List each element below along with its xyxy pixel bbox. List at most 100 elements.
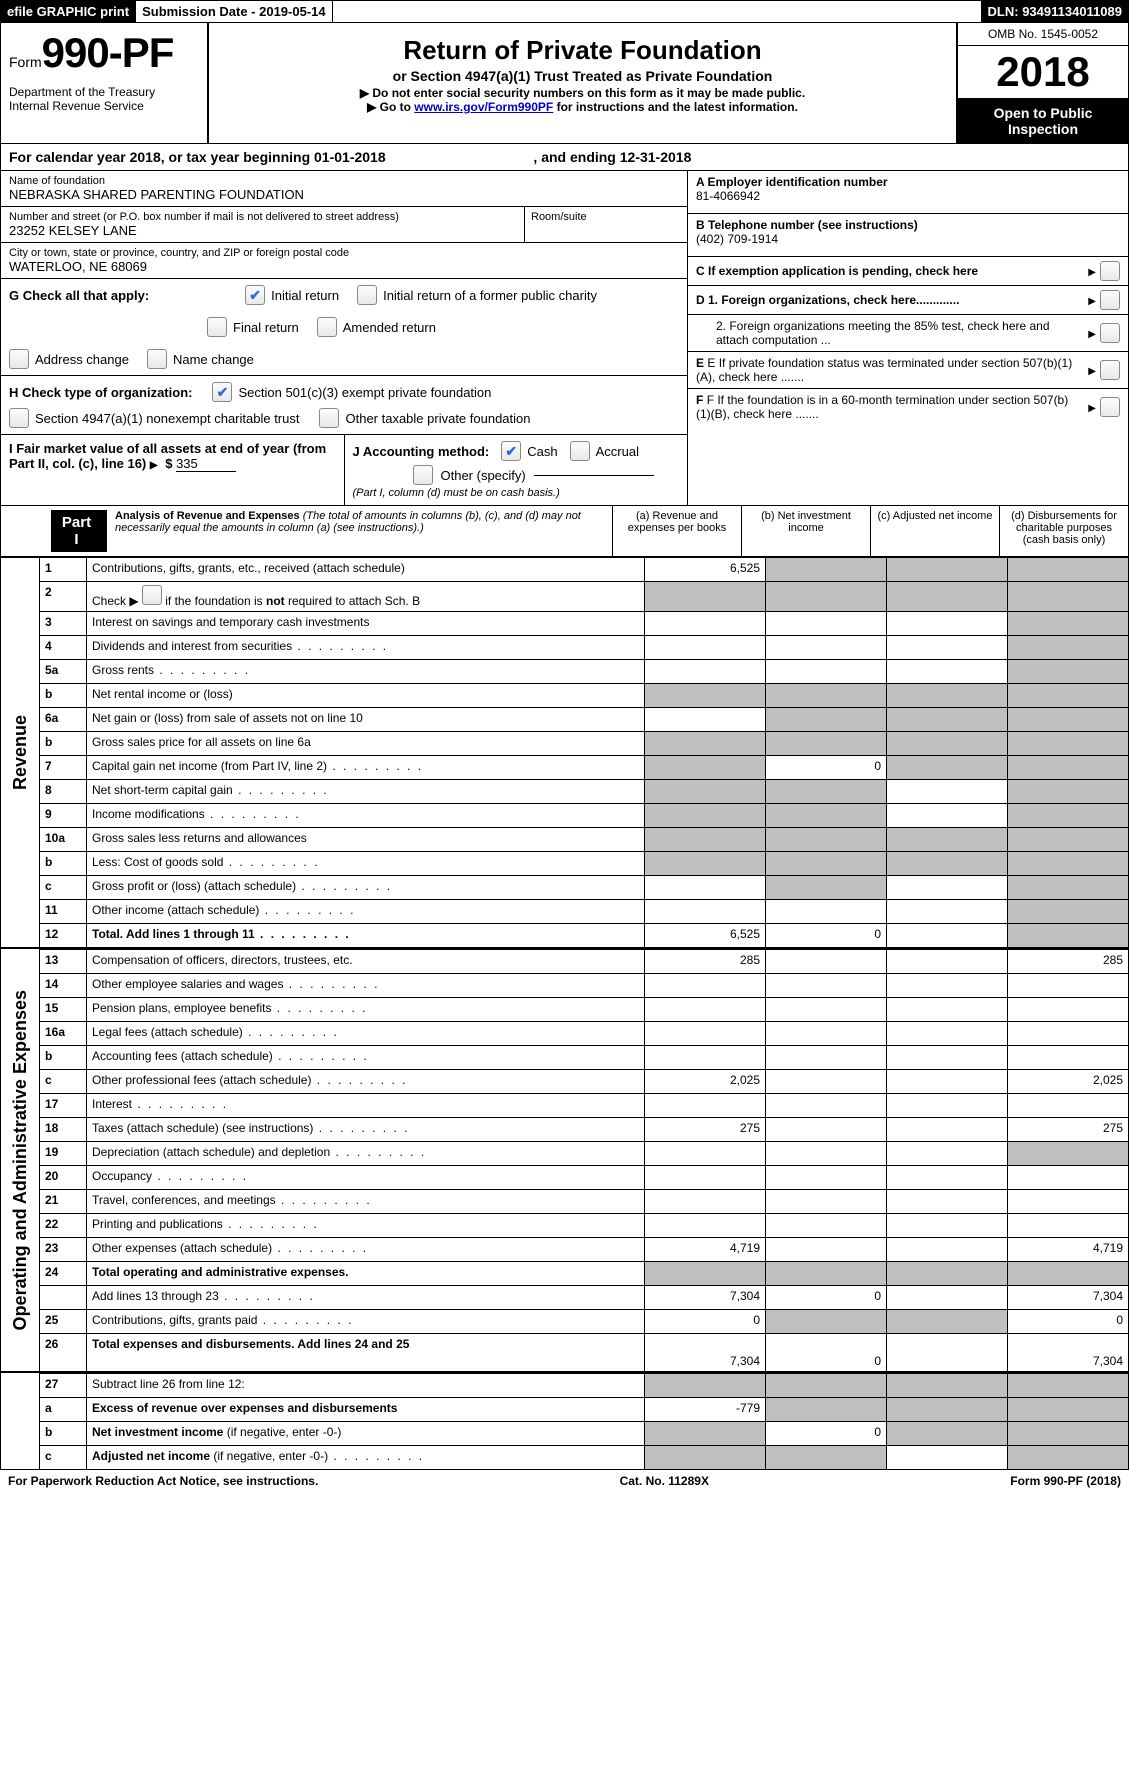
checkbox-501c3[interactable]: ✔ bbox=[212, 382, 232, 402]
goto-line: ▶ Go to www.irs.gov/Form990PF for instru… bbox=[217, 100, 948, 114]
expenses-label: Operating and Administrative Expenses bbox=[10, 990, 31, 1330]
cell-d bbox=[1008, 581, 1128, 611]
checkbox-4947a1[interactable] bbox=[9, 408, 29, 428]
city-box: City or town, state or province, country… bbox=[1, 243, 687, 279]
row-20: 20Occupancy bbox=[40, 1165, 1128, 1189]
cell-b bbox=[766, 683, 887, 707]
cell-c bbox=[887, 1069, 1008, 1093]
cell-c bbox=[887, 1285, 1008, 1309]
cell-c bbox=[887, 731, 1008, 755]
cell-a bbox=[645, 755, 766, 779]
cell-d: 7,304 bbox=[1008, 1333, 1128, 1371]
checkbox-initial-return[interactable]: ✔ bbox=[245, 285, 265, 305]
row-num: 26 bbox=[40, 1333, 87, 1371]
row-num: 14 bbox=[40, 973, 87, 997]
other-specify-field[interactable] bbox=[534, 475, 654, 476]
row-num: 16a bbox=[40, 1021, 87, 1045]
checkbox-other-method[interactable] bbox=[413, 465, 433, 485]
checkbox-amended-return[interactable] bbox=[317, 317, 337, 337]
checkbox-accrual[interactable] bbox=[570, 441, 590, 461]
row-desc: Income modifications bbox=[87, 803, 645, 827]
row-desc: Total operating and administrative expen… bbox=[87, 1261, 645, 1285]
row-24b: Add lines 13 through 237,30407,304 bbox=[40, 1285, 1128, 1309]
ein-label: A Employer identification number bbox=[696, 175, 1120, 189]
checkbox-cash[interactable]: ✔ bbox=[501, 441, 521, 461]
checkbox-85pct-test[interactable] bbox=[1100, 323, 1120, 343]
col-a-header: (a) Revenue and expenses per books bbox=[612, 506, 741, 556]
cell-d bbox=[1008, 635, 1128, 659]
g-opt-5: Name change bbox=[173, 352, 254, 367]
d1-row: D 1. Foreign organizations, check here..… bbox=[688, 286, 1128, 315]
row-num: 27 bbox=[40, 1373, 87, 1397]
row-desc: Legal fees (attach schedule) bbox=[87, 1021, 645, 1045]
cell-d bbox=[1008, 1445, 1128, 1469]
dln-label: DLN: bbox=[988, 4, 1023, 19]
row-num: 17 bbox=[40, 1093, 87, 1117]
arrow-icon bbox=[1088, 264, 1100, 278]
cell-a bbox=[645, 779, 766, 803]
checkbox-other-taxable[interactable] bbox=[319, 408, 339, 428]
goto-pre: ▶ Go to bbox=[367, 100, 414, 114]
row-23: 23Other expenses (attach schedule)4,7194… bbox=[40, 1237, 1128, 1261]
row-desc: Gross sales price for all assets on line… bbox=[87, 731, 645, 755]
cell-b bbox=[766, 1141, 887, 1165]
arrow-icon bbox=[1088, 293, 1100, 307]
cell-d bbox=[1008, 1421, 1128, 1445]
row-desc: Capital gain net income (from Part IV, l… bbox=[87, 755, 645, 779]
g-opt-0: Initial return bbox=[271, 288, 339, 303]
cell-a bbox=[645, 1045, 766, 1069]
row-4: 4Dividends and interest from securities bbox=[40, 635, 1128, 659]
checkbox-initial-return-former[interactable] bbox=[357, 285, 377, 305]
row-num: c bbox=[40, 1445, 87, 1469]
row-1: 1Contributions, gifts, grants, etc., rec… bbox=[40, 557, 1128, 581]
cell-a bbox=[645, 827, 766, 851]
checkbox-foreign-org[interactable] bbox=[1100, 290, 1120, 310]
header-center: Return of Private Foundation or Section … bbox=[209, 23, 956, 143]
cell-c bbox=[887, 949, 1008, 973]
cell-d bbox=[1008, 683, 1128, 707]
cell-b bbox=[766, 1189, 887, 1213]
g-opt-2: Final return bbox=[233, 320, 299, 335]
checkbox-name-change[interactable] bbox=[147, 349, 167, 369]
checkbox-address-change[interactable] bbox=[9, 349, 29, 369]
name-label: Name of foundation bbox=[9, 175, 679, 187]
cell-a: 7,304 bbox=[645, 1285, 766, 1309]
goto-link[interactable]: www.irs.gov/Form990PF bbox=[414, 100, 553, 114]
cell-a bbox=[645, 581, 766, 611]
row-num: 12 bbox=[40, 923, 87, 947]
cell-c bbox=[887, 1213, 1008, 1237]
h-label: H Check type of organization: bbox=[9, 385, 192, 400]
cell-d bbox=[1008, 1165, 1128, 1189]
cell-b bbox=[766, 635, 887, 659]
cell-d bbox=[1008, 779, 1128, 803]
cell-a bbox=[645, 1261, 766, 1285]
tax-year: 2018 bbox=[958, 46, 1128, 99]
form-title: Return of Private Foundation bbox=[217, 35, 948, 66]
cell-d bbox=[1008, 851, 1128, 875]
checkbox-60month[interactable] bbox=[1100, 397, 1120, 417]
phone-label: B Telephone number (see instructions) bbox=[696, 218, 1120, 232]
cell-b bbox=[766, 1021, 887, 1045]
dollar-sign: $ bbox=[165, 456, 172, 471]
row-13: 13Compensation of officers, directors, t… bbox=[40, 949, 1128, 973]
caly-begin: For calendar year 2018, or tax year begi… bbox=[9, 149, 386, 165]
row-num: b bbox=[40, 731, 87, 755]
cell-a bbox=[645, 611, 766, 635]
row-num: c bbox=[40, 1069, 87, 1093]
cell-d bbox=[1008, 1261, 1128, 1285]
row-10a: 10aGross sales less returns and allowanc… bbox=[40, 827, 1128, 851]
row-desc: Net rental income or (loss) bbox=[87, 683, 645, 707]
j-label: J Accounting method: bbox=[353, 444, 490, 459]
cell-c bbox=[887, 827, 1008, 851]
h-opt-2: Other taxable private foundation bbox=[345, 411, 530, 426]
cell-a bbox=[645, 1141, 766, 1165]
form-number: 990-PF bbox=[42, 29, 174, 76]
checkbox-exemption-pending[interactable] bbox=[1100, 261, 1120, 281]
checkbox-no-schb[interactable] bbox=[142, 585, 162, 605]
checkbox-status-terminated[interactable] bbox=[1100, 360, 1120, 380]
checkbox-final-return[interactable] bbox=[207, 317, 227, 337]
row-16c: cOther professional fees (attach schedul… bbox=[40, 1069, 1128, 1093]
row-desc: Occupancy bbox=[87, 1165, 645, 1189]
row-desc: Other employee salaries and wages bbox=[87, 973, 645, 997]
row-desc: Gross rents bbox=[87, 659, 645, 683]
